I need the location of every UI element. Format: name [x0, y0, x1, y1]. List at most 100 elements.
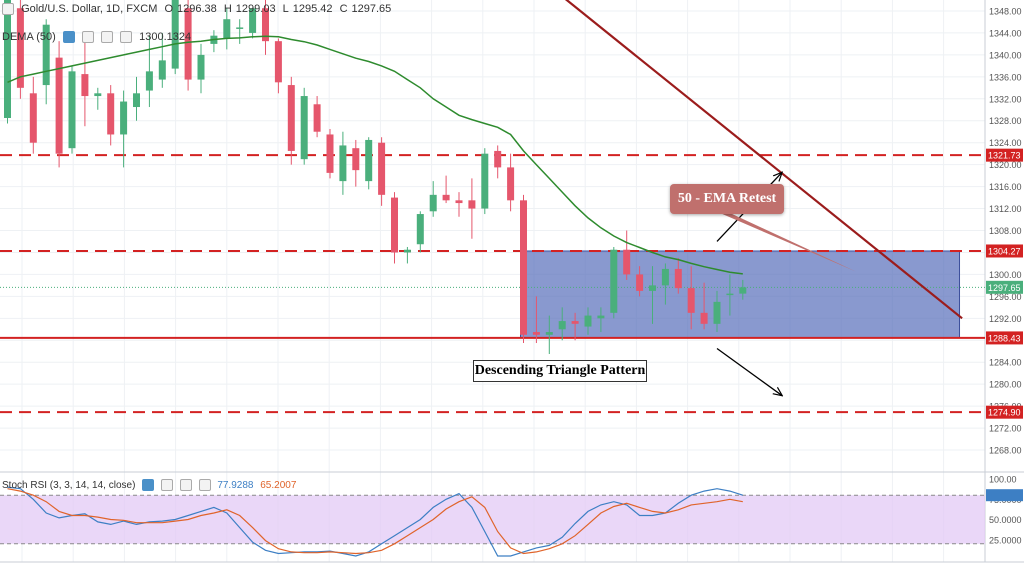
candle-body — [455, 200, 463, 204]
stoch-visibility-eye-icon[interactable] — [142, 479, 155, 491]
triangle-zone — [520, 250, 961, 339]
more-options-icon[interactable] — [100, 31, 113, 44]
candle-body — [133, 93, 140, 108]
stoch-value-tag-bg — [986, 489, 1023, 502]
price-tag-1288.43: 1288.43 — [988, 333, 1021, 343]
candle-body — [326, 134, 334, 173]
candle-body — [739, 287, 747, 294]
descending-triangle-label: Descending Triangle Pattern — [473, 360, 647, 382]
ema-line — [7, 35, 743, 275]
open-label: O — [164, 3, 174, 15]
candle-body — [403, 249, 411, 253]
candle-body — [249, 8, 257, 33]
candle-body — [687, 288, 695, 313]
price-tag-1321.73-bg — [986, 148, 1023, 162]
stoch-axis-label: 25.0000 — [989, 535, 1022, 545]
stoch-close-icon[interactable] — [198, 479, 211, 491]
candle-body — [16, 8, 24, 88]
ema-legend: DEMA (50) 1300.1324 — [2, 31, 195, 44]
candle-body — [223, 19, 231, 39]
last-price-tag-bg — [986, 280, 1023, 294]
candle-body — [339, 145, 347, 182]
price-axis-label: 1320.00 — [989, 160, 1022, 170]
candle-body — [262, 8, 269, 42]
low-label: L — [282, 3, 289, 15]
candle-body — [597, 315, 605, 319]
candle-body — [494, 150, 502, 168]
candle-body — [120, 101, 128, 135]
price-axis-label: 1268.00 — [989, 446, 1022, 456]
price-axis-label: 1284.00 — [989, 358, 1022, 368]
candle-body — [584, 315, 592, 327]
price-tag-1304.27-bg — [986, 244, 1023, 258]
price-axis-label: 1348.00 — [989, 6, 1022, 16]
price-axis-label: 1312.00 — [989, 204, 1022, 214]
candle-body — [520, 200, 527, 335]
price-axis-label: 1344.00 — [989, 28, 1022, 38]
candle-body — [236, 27, 244, 29]
stoch-axis-label: 50.0000 — [989, 515, 1022, 525]
candle-body — [610, 249, 618, 313]
price-axis-label: 1332.00 — [989, 94, 1022, 104]
candle-body — [571, 321, 579, 324]
price-axis-label: 1280.00 — [989, 380, 1022, 390]
stoch-label: Stoch RSI (3, 3, 14, 14, close) — [2, 479, 136, 491]
stoch-legend: Stoch RSI (3, 3, 14, 14, close) 77.9288 … — [2, 479, 300, 491]
ema-label: DEMA (50) — [2, 31, 56, 43]
collapse-icon[interactable] — [2, 3, 14, 16]
visibility-eye-icon[interactable] — [62, 31, 75, 44]
price-axis-label: 1324.00 — [989, 138, 1022, 148]
candle-body — [352, 148, 360, 171]
candle-body — [313, 104, 321, 132]
candle-body — [365, 139, 373, 182]
candle-body — [171, 0, 179, 69]
high-label: H — [223, 3, 232, 15]
candle-body — [274, 41, 282, 83]
candle-body — [42, 24, 50, 86]
close-value: 1297.65 — [351, 3, 392, 15]
price-axis-label: 1272.00 — [989, 424, 1022, 434]
candle-body — [429, 194, 437, 212]
close-label: C — [339, 3, 348, 15]
candle-body — [29, 93, 37, 143]
candle-body — [468, 200, 476, 209]
candle-body — [107, 93, 115, 135]
price-tag-1274.90-bg — [986, 405, 1023, 419]
price-axis-label: 1300.00 — [989, 270, 1022, 280]
stoch-k-value: 77.9288 — [217, 479, 254, 491]
stoch-settings-icon[interactable] — [160, 479, 173, 491]
breakdown-arrow — [716, 347, 782, 396]
descending-trendline — [564, 0, 963, 320]
price-axis-label: 1296.00 — [989, 292, 1022, 302]
ohlc-values: O 1296.38 H 1299.03 L 1295.42 C 1297.65 — [164, 3, 395, 15]
candle-body — [507, 167, 515, 201]
symbol-title: Gold/U.S. Dollar, 1D, FXCM — [21, 3, 158, 15]
stoch-more-options-icon[interactable] — [179, 479, 192, 491]
candle-body — [636, 274, 644, 291]
symbol-header: Gold/U.S. Dollar, 1D, FXCM O 1296.38 H 129… — [2, 3, 399, 16]
price-axis-label: 1308.00 — [989, 226, 1022, 236]
close-icon[interactable] — [120, 31, 133, 44]
price-tag-1321.73: 1321.73 — [988, 151, 1021, 161]
settings-icon[interactable] — [81, 31, 94, 44]
candle-body — [674, 268, 682, 289]
last-price-tag: 1297.65 — [988, 283, 1021, 293]
candle-body — [197, 54, 205, 80]
price-tag-1288.43-bg — [986, 331, 1023, 345]
candle-body — [145, 71, 153, 91]
ema-retest-callout: 50 - EMA Retest — [670, 184, 784, 214]
stoch-band-fill — [0, 495, 985, 544]
stoch-d-value: 65.2007 — [260, 479, 297, 491]
candle-body — [481, 153, 489, 209]
candle-body — [558, 321, 566, 330]
price-tag-1274.90: 1274.90 — [988, 408, 1021, 418]
candle-body — [545, 332, 553, 335]
high-value: 1299.03 — [235, 3, 276, 15]
candle-body — [726, 293, 734, 296]
candle-body — [416, 214, 424, 245]
candle-body — [158, 60, 166, 80]
candle-body — [442, 194, 450, 201]
candle-body — [287, 85, 295, 151]
